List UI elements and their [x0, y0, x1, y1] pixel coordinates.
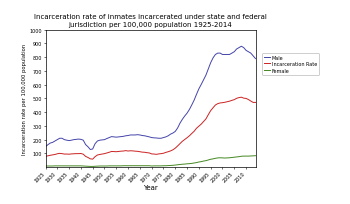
Y-axis label: Incarceration rate per 100,000 population: Incarceration rate per 100,000 populatio… [22, 44, 27, 154]
Incarceration Rate [72, 153, 76, 155]
Male [239, 46, 244, 48]
Incarceration Rate [110, 151, 114, 153]
Incarceration Rate [249, 100, 253, 103]
Male [88, 149, 92, 151]
Female [246, 155, 251, 157]
Female [253, 155, 258, 157]
Incarceration Rate [192, 130, 196, 133]
Male [249, 53, 253, 55]
Incarceration Rate [91, 158, 95, 161]
Line: Female: Female [46, 156, 256, 167]
X-axis label: Year: Year [143, 184, 158, 190]
Incarceration Rate [43, 155, 48, 158]
Female [88, 165, 92, 168]
Female [72, 165, 76, 167]
Male [220, 54, 225, 57]
Title: Incarceration rate of inmates incarcerated under state and federal
jurisdiction : Incarceration rate of inmates incarcerat… [34, 14, 267, 28]
Male [253, 58, 258, 61]
Incarceration Rate [220, 102, 225, 104]
Female [192, 162, 196, 164]
Line: Incarceration Rate: Incarceration Rate [46, 98, 256, 159]
Incarceration Rate [253, 102, 258, 104]
Male [225, 54, 229, 57]
Female [110, 165, 114, 167]
Line: Male: Male [46, 47, 256, 150]
Female [225, 157, 229, 159]
Male [43, 146, 48, 148]
Male [110, 136, 114, 138]
Incarceration Rate [225, 101, 229, 103]
Male [72, 139, 76, 141]
Male [192, 99, 196, 102]
Female [43, 165, 48, 167]
Incarceration Rate [239, 96, 244, 99]
Female [220, 157, 225, 159]
Legend: Male, Incarceration Rate, Female: Male, Incarceration Rate, Female [262, 53, 319, 75]
